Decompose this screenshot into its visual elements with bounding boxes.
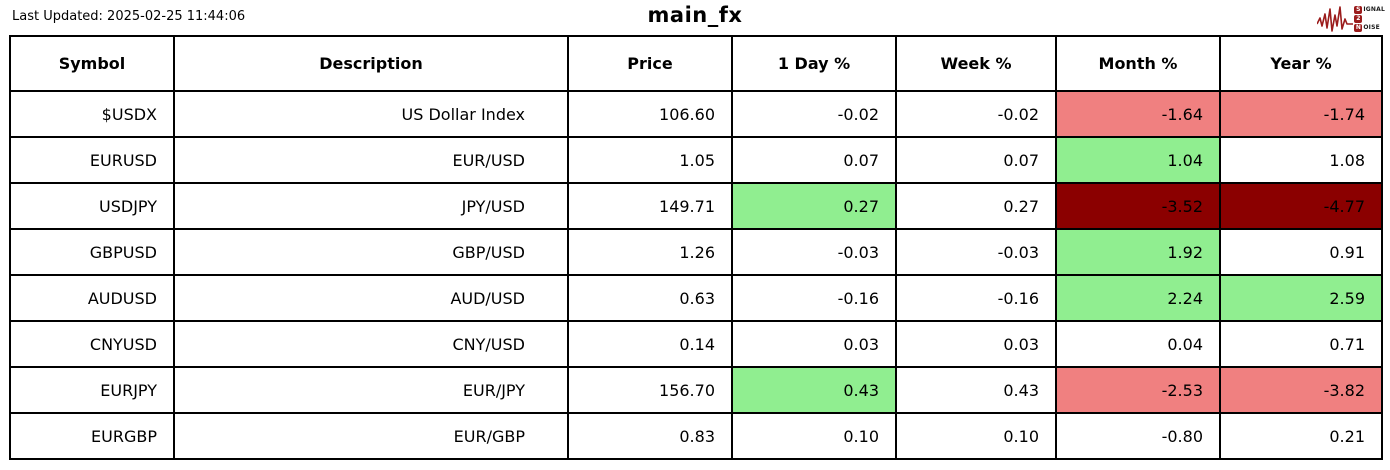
year-pct-cell: 2.59 (1219, 274, 1383, 322)
description-cell: EUR/GBP (173, 412, 569, 460)
year-pct-cell: 1.08 (1219, 136, 1383, 184)
logo-rest-text: IGNAL (1363, 6, 1385, 13)
last-updated-text: Last Updated: 2025-02-25 11:44:06 (12, 9, 246, 24)
fx-table: Symbol Description Price 1 Day % Week % Month… (9, 35, 1383, 460)
year-pct-cell: 0.71 (1219, 320, 1383, 368)
week-pct-cell: 0.07 (895, 136, 1057, 184)
description-cell: GBP/USD (173, 228, 569, 276)
table-row: AUDUSD AUD/USD 0.63 -0.16 -0.16 2.24 2.59 (9, 274, 1383, 322)
description-cell: EUR/USD (173, 136, 569, 184)
fx-table-body: $USDX US Dollar Index 106.60 -0.02 -0.02 -1.6… (9, 90, 1383, 460)
fx-table-header: Symbol Description Price 1 Day % Week % Month… (9, 35, 1383, 92)
table-row: CNYUSD CNY/USD 0.14 0.03 0.03 0.04 0.71 (9, 320, 1383, 368)
price-cell: 0.63 (567, 274, 733, 322)
logo-line: N OISE (1354, 24, 1385, 32)
week-pct-cell: 0.10 (895, 412, 1057, 460)
day-pct-cell: 0.03 (731, 320, 897, 368)
description-cell: EUR/JPY (173, 366, 569, 414)
logo-initial-box: 2 (1354, 15, 1363, 23)
price-cell: 106.60 (567, 90, 733, 138)
logo-initial-box: N (1354, 24, 1363, 32)
logo-text: S IGNAL 2 N OISE (1354, 6, 1385, 32)
logo-rest-text: OISE (1363, 24, 1380, 31)
day-pct-cell: 0.43 (731, 366, 897, 414)
description-cell: CNY/USD (173, 320, 569, 368)
day-pct-cell: -0.16 (731, 274, 897, 322)
symbol-cell: CNYUSD (9, 320, 175, 368)
week-pct-cell: -0.03 (895, 228, 1057, 276)
table-row: EURUSD EUR/USD 1.05 0.07 0.07 1.04 1.08 (9, 136, 1383, 184)
day-pct-cell: 0.07 (731, 136, 897, 184)
month-pct-cell: -1.64 (1055, 90, 1221, 138)
week-pct-cell: -0.02 (895, 90, 1057, 138)
table-row: EURJPY EUR/JPY 156.70 0.43 0.43 -2.53 -3.82 (9, 366, 1383, 414)
price-cell: 149.71 (567, 182, 733, 230)
day-pct-cell: -0.03 (731, 228, 897, 276)
description-cell: US Dollar Index (173, 90, 569, 138)
month-pct-cell: 2.24 (1055, 274, 1221, 322)
symbol-cell: EURJPY (9, 366, 175, 414)
price-cell: 1.05 (567, 136, 733, 184)
year-pct-cell: 0.91 (1219, 228, 1383, 276)
description-cell: AUD/USD (173, 274, 569, 322)
price-cell: 0.14 (567, 320, 733, 368)
header-row: Symbol Description Price 1 Day % Week % Month… (9, 35, 1383, 92)
day-pct-cell: 0.10 (731, 412, 897, 460)
symbol-column-header: Symbol (9, 35, 175, 92)
month-pct-column-header: Month % (1055, 35, 1221, 92)
month-pct-cell: -2.53 (1055, 366, 1221, 414)
week-pct-cell: 0.43 (895, 366, 1057, 414)
price-cell: 156.70 (567, 366, 733, 414)
table-row: USDJPY JPY/USD 149.71 0.27 0.27 -3.52 -4.77 (9, 182, 1383, 230)
price-column-header: Price (567, 35, 733, 92)
description-cell: JPY/USD (173, 182, 569, 230)
year-pct-cell: -4.77 (1219, 182, 1383, 230)
year-pct-column-header: Year % (1219, 35, 1383, 92)
day-pct-column-header: 1 Day % (731, 35, 897, 92)
symbol-cell: EURGBP (9, 412, 175, 460)
logo-line: S IGNAL (1354, 6, 1385, 14)
month-pct-cell: -0.80 (1055, 412, 1221, 460)
week-pct-column-header: Week % (895, 35, 1057, 92)
symbol-cell: EURUSD (9, 136, 175, 184)
symbol-cell: GBPUSD (9, 228, 175, 276)
month-pct-cell: 1.04 (1055, 136, 1221, 184)
logo-initial-box: S (1354, 6, 1363, 14)
waveform-icon (1317, 6, 1354, 32)
page-title: main_fx (647, 3, 743, 27)
day-pct-cell: 0.27 (731, 182, 897, 230)
table-row: $USDX US Dollar Index 106.60 -0.02 -0.02 -1.6… (9, 90, 1383, 138)
price-cell: 1.26 (567, 228, 733, 276)
table-row: EURGBP EUR/GBP 0.83 0.10 0.10 -0.80 0.21 (9, 412, 1383, 460)
signal2noise-logo: S IGNAL 2 N OISE (1317, 3, 1385, 35)
symbol-cell: USDJPY (9, 182, 175, 230)
price-cell: 0.83 (567, 412, 733, 460)
week-pct-cell: -0.16 (895, 274, 1057, 322)
week-pct-cell: 0.27 (895, 182, 1057, 230)
day-pct-cell: -0.02 (731, 90, 897, 138)
symbol-cell: $USDX (9, 90, 175, 138)
year-pct-cell: -1.74 (1219, 90, 1383, 138)
symbol-cell: AUDUSD (9, 274, 175, 322)
year-pct-cell: -3.82 (1219, 366, 1383, 414)
description-column-header: Description (173, 35, 569, 92)
month-pct-cell: -3.52 (1055, 182, 1221, 230)
logo-line: 2 (1354, 15, 1385, 23)
month-pct-cell: 0.04 (1055, 320, 1221, 368)
year-pct-cell: 0.21 (1219, 412, 1383, 460)
month-pct-cell: 1.92 (1055, 228, 1221, 276)
week-pct-cell: 0.03 (895, 320, 1057, 368)
table-row: GBPUSD GBP/USD 1.26 -0.03 -0.03 1.92 0.91 (9, 228, 1383, 276)
